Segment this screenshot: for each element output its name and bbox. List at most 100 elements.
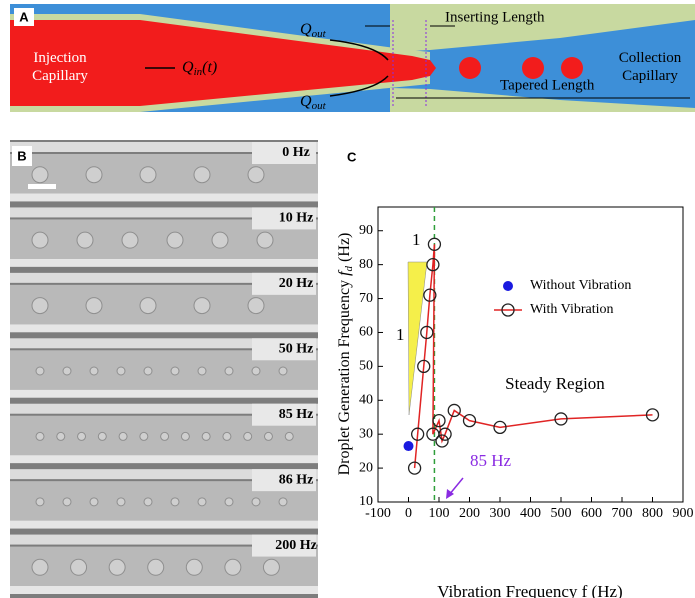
x-tick-label: 600 — [581, 506, 602, 521]
data-point — [417, 359, 431, 374]
droplet — [247, 166, 265, 184]
label-box — [252, 338, 316, 361]
droplet — [31, 297, 49, 315]
droplet — [251, 497, 261, 507]
y-tick-label: 70 — [359, 291, 373, 306]
x-tick-label: -100 — [365, 506, 391, 521]
label-box — [252, 272, 316, 295]
q-subscript: in — [194, 66, 203, 78]
y-tick-label: 90 — [359, 223, 373, 238]
channel-wall — [10, 520, 318, 529]
droplet — [56, 431, 66, 441]
droplet — [118, 431, 128, 441]
label-box — [252, 403, 316, 426]
series-line — [413, 244, 653, 469]
droplet — [185, 558, 203, 576]
scale-bar — [28, 184, 56, 189]
panel-letter: A — [19, 9, 29, 24]
y-tick-label: 30 — [359, 426, 373, 441]
y-tick-label: 60 — [359, 325, 373, 340]
panel-a: A Injection Capillary Collection Capillary… — [10, 4, 695, 112]
droplet — [147, 558, 165, 576]
droplet — [31, 558, 49, 576]
data-point — [438, 427, 452, 441]
droplet — [278, 497, 288, 507]
x-tick-label: 400 — [520, 506, 541, 521]
droplet — [243, 431, 253, 441]
channel-wall — [10, 534, 318, 545]
inserting-length: Inserting Length — [445, 9, 545, 25]
slope-label: 1 — [396, 325, 405, 344]
channel-wall — [10, 258, 318, 267]
data-point — [427, 237, 442, 251]
tapered-length: Tapered Length — [500, 77, 595, 93]
q-symbol: Q — [300, 93, 312, 110]
droplet — [70, 558, 88, 576]
droplet — [139, 431, 149, 441]
y-label-unit: (Hz) — [336, 233, 353, 266]
droplet — [139, 297, 157, 315]
collection-label: Collection Capillary — [619, 50, 682, 84]
droplet — [193, 166, 211, 184]
channel-wall — [10, 586, 318, 594]
frequency-label: 10 Hz — [279, 211, 314, 226]
channel-wall — [10, 403, 318, 414]
droplet — [224, 497, 234, 507]
arrow-head — [446, 489, 454, 499]
droplet — [31, 166, 49, 184]
q-in: Qin(t) — [182, 59, 217, 78]
channel-wall — [10, 469, 318, 480]
droplet — [170, 497, 180, 507]
y-tick-label: 50 — [359, 359, 373, 374]
data-point — [426, 257, 440, 272]
y-label-text: Droplet Generation Frequency — [336, 276, 353, 475]
droplet — [263, 431, 273, 441]
legend-label: With Vibration — [530, 302, 614, 317]
droplet — [166, 231, 184, 249]
droplet — [116, 497, 126, 507]
injection-fluid — [10, 20, 436, 106]
channel-wall — [10, 455, 318, 464]
frequency-label: 0 Hz — [282, 145, 310, 160]
q-subscript: out — [312, 100, 327, 112]
panel-letter: B — [17, 148, 26, 163]
injection-label: Injection Capillary — [32, 50, 88, 84]
x-tick-label: 0 — [405, 506, 412, 521]
legend-marker — [503, 281, 513, 291]
steady-region: Steady Region — [505, 374, 605, 393]
panel-letter: C — [347, 149, 357, 164]
q-subscript: out — [312, 28, 327, 40]
x-tick-label: 300 — [490, 506, 511, 521]
reference-label: 85 Hz — [470, 451, 512, 470]
collection-wall-bottom — [390, 88, 695, 112]
q-suffix: (t) — [202, 59, 217, 76]
droplet — [76, 231, 94, 249]
data-point — [645, 408, 660, 422]
label-box — [252, 142, 316, 164]
slope-triangle — [407, 261, 428, 416]
channel-wall — [10, 193, 318, 202]
droplet — [35, 366, 45, 376]
droplet — [97, 431, 107, 441]
label-box — [252, 469, 316, 492]
x-tick-label: 500 — [551, 506, 572, 521]
droplet — [561, 57, 583, 79]
y-label-subscript: d — [343, 265, 355, 271]
q-symbol: Q — [300, 21, 312, 38]
droplet — [89, 366, 99, 376]
data-point — [420, 325, 434, 340]
droplet — [139, 166, 157, 184]
x-axis-label: Vibration Frequency f (Hz) — [437, 582, 622, 598]
frequency-label: 86 Hz — [279, 472, 314, 487]
droplet — [116, 366, 126, 376]
droplet — [31, 231, 49, 249]
slope-label: 1 — [412, 230, 421, 249]
droplet — [278, 366, 288, 376]
droplet — [197, 497, 207, 507]
y-tick-label: 40 — [359, 392, 373, 407]
droplet — [121, 231, 139, 249]
frequency-label: 85 Hz — [279, 407, 314, 422]
channel-wall — [10, 324, 318, 333]
droplet — [77, 431, 87, 441]
droplet — [180, 431, 190, 441]
